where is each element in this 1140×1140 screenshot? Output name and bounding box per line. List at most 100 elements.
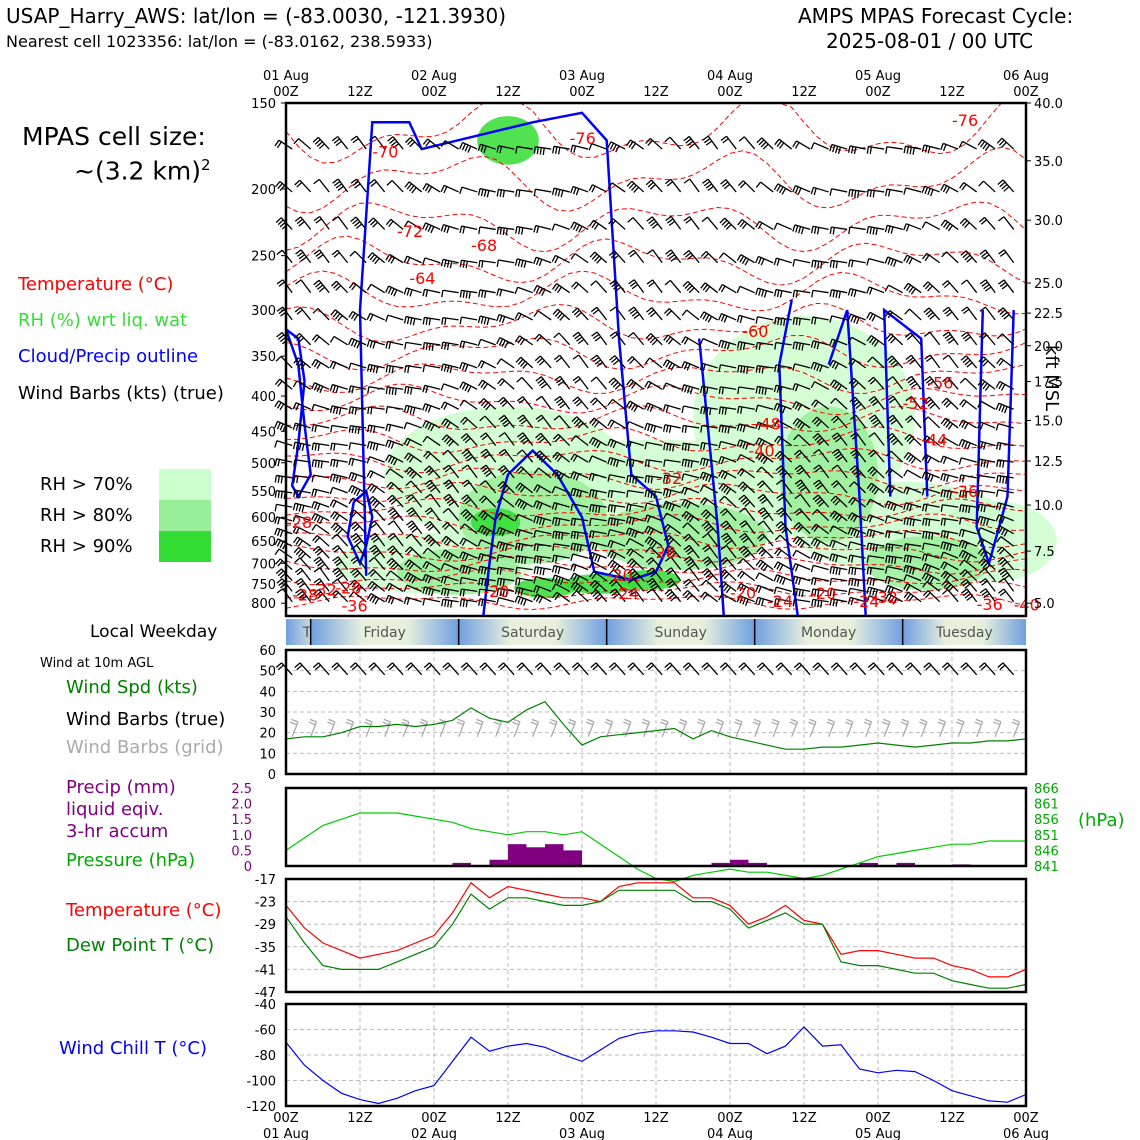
wind-barb bbox=[847, 145, 866, 155]
wind-barb bbox=[330, 458, 348, 468]
wind-barb bbox=[940, 417, 959, 430]
wind-barb bbox=[589, 580, 608, 592]
wind-barb bbox=[887, 395, 904, 410]
wind-barb bbox=[683, 578, 700, 592]
wind-barb bbox=[979, 279, 996, 294]
wind-barb bbox=[773, 257, 792, 266]
wind-barb bbox=[884, 515, 903, 524]
wind-barb bbox=[386, 180, 404, 193]
wind-barb bbox=[756, 546, 774, 559]
wind-barb bbox=[609, 279, 626, 294]
wind-barb bbox=[570, 185, 589, 196]
wind-barb bbox=[664, 279, 682, 294]
grid-wind-barb bbox=[808, 718, 817, 738]
wind-barb bbox=[663, 523, 682, 535]
wind-barb bbox=[329, 335, 349, 346]
wind-barb bbox=[293, 459, 311, 467]
wind-barb bbox=[644, 459, 663, 468]
wind-barb bbox=[274, 420, 293, 432]
wind-barb bbox=[274, 489, 293, 499]
wind-barb bbox=[385, 386, 404, 396]
wind-barb bbox=[607, 489, 626, 498]
wind-barb bbox=[515, 189, 533, 198]
wind-barb bbox=[773, 561, 792, 572]
chart-subtitle-nearest-cell: Nearest cell 1023356: lat/lon = (-83.016… bbox=[6, 32, 433, 51]
wind-barb bbox=[682, 522, 700, 535]
wind-barb bbox=[496, 358, 515, 369]
wind-barb bbox=[276, 588, 293, 603]
temperature-label: -76 bbox=[570, 129, 596, 148]
wind-barb bbox=[496, 145, 515, 154]
wind-barb bbox=[588, 489, 607, 498]
wind-barb bbox=[274, 516, 293, 525]
wind-barb bbox=[311, 423, 330, 433]
wind-barb bbox=[628, 279, 645, 294]
wind-barb bbox=[588, 541, 607, 551]
wind-barb bbox=[588, 219, 608, 230]
wind-barb bbox=[866, 188, 885, 198]
temperature-contour bbox=[285, 580, 1027, 599]
wind-barb bbox=[422, 420, 441, 432]
wind-barb bbox=[755, 596, 774, 606]
wind-barb bbox=[868, 414, 885, 429]
wind-barb bbox=[773, 402, 792, 414]
wind-barb bbox=[903, 591, 922, 603]
wind-barb bbox=[516, 449, 534, 463]
wind-barb bbox=[628, 588, 645, 603]
wind-barb bbox=[496, 526, 515, 537]
wind-barb bbox=[884, 584, 903, 595]
wind-barb bbox=[848, 566, 866, 576]
wind-barb bbox=[922, 252, 941, 264]
wind-barb bbox=[497, 378, 515, 390]
wind-barb bbox=[718, 440, 737, 449]
wind-barb bbox=[773, 384, 792, 394]
wind-barb bbox=[738, 494, 756, 508]
wind-barb bbox=[330, 424, 348, 433]
wind-barb bbox=[718, 313, 737, 323]
wind-barb bbox=[554, 395, 571, 410]
wind-barb bbox=[699, 484, 718, 494]
wind-barb bbox=[515, 566, 533, 575]
wind-barb bbox=[959, 504, 977, 514]
cloud-outline bbox=[882, 307, 929, 497]
wind-barb bbox=[829, 588, 848, 597]
wind-barb bbox=[459, 361, 478, 372]
wind-barb bbox=[977, 527, 996, 535]
height-tick-label: 17.5 bbox=[1034, 376, 1063, 391]
time-axis-top-hour: 00Z bbox=[421, 85, 447, 100]
wind-barb bbox=[496, 313, 515, 324]
wind-barb bbox=[479, 415, 497, 429]
wind-barb bbox=[773, 574, 792, 585]
wind-barb bbox=[848, 481, 867, 494]
precip-bar bbox=[711, 862, 730, 866]
wind-barb bbox=[348, 442, 367, 450]
wind-barb bbox=[590, 306, 608, 321]
wind-barb bbox=[551, 254, 570, 264]
wind-barb bbox=[571, 590, 589, 603]
wind-barb bbox=[403, 220, 423, 230]
time-axis-bottom-hour: 00Z bbox=[717, 1111, 743, 1126]
wind-barb bbox=[553, 354, 571, 369]
wind-barb bbox=[644, 502, 663, 510]
precip-tick-label: 0.5 bbox=[231, 844, 252, 859]
wind-barb bbox=[422, 560, 441, 571]
surface-wind-barb bbox=[331, 662, 349, 676]
wind-barb bbox=[348, 310, 367, 321]
wind-barb bbox=[405, 137, 423, 150]
wind-panel-frame bbox=[284, 648, 1028, 776]
wind-barb bbox=[274, 474, 293, 484]
temperature-contour bbox=[285, 302, 1027, 343]
wind-barb bbox=[368, 217, 386, 230]
wind-barb bbox=[644, 536, 663, 549]
grid-wind-barb bbox=[456, 718, 466, 738]
time-axis-top-hour: 12Z bbox=[939, 85, 965, 100]
grid-wind-barb bbox=[956, 718, 965, 738]
wind-barb bbox=[460, 416, 478, 429]
wind-barb bbox=[406, 520, 423, 535]
wind-barb bbox=[350, 533, 367, 547]
wind-barb bbox=[848, 577, 866, 587]
wind-barb bbox=[366, 363, 385, 374]
wind-barb bbox=[663, 474, 681, 483]
wind-barb bbox=[440, 258, 459, 269]
legend-temperature-series: Temperature (°C) bbox=[66, 900, 222, 921]
